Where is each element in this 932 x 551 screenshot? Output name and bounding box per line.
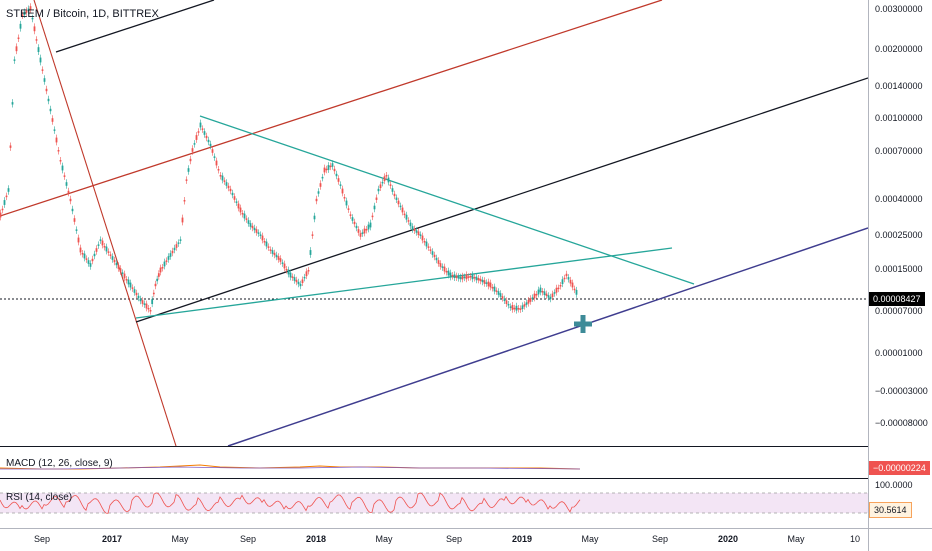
price-tick: 0.00001000 — [875, 348, 923, 358]
time-tick: May — [787, 534, 805, 544]
rsi-pane[interactable] — [0, 492, 868, 514]
rsi-label[interactable]: RSI (14, close) — [6, 492, 73, 503]
price-tick: 0.00007000 — [875, 306, 923, 316]
time-tick: 2020 — [717, 534, 739, 544]
price-tick: 0.00300000 — [875, 4, 923, 14]
time-tick: May — [375, 534, 393, 544]
channel-navy-lower[interactable] — [227, 227, 868, 447]
price-tick: 0.00070000 — [875, 146, 923, 156]
scale-corner[interactable] — [868, 528, 932, 551]
channel-black-lower[interactable] — [135, 77, 868, 323]
trendline-black-top[interactable] — [55, 0, 215, 53]
current-price-badge: 0.00008427 — [869, 292, 925, 306]
price-tick: 0.00140000 — [875, 81, 923, 91]
time-tick: Sep — [33, 534, 51, 544]
time-tick: 2019 — [511, 534, 533, 544]
triangle-teal-lower[interactable] — [135, 247, 673, 319]
macd-value-badge: −0.00000224 — [869, 461, 930, 475]
price-tick: 0.00015000 — [875, 264, 923, 274]
macd-pane[interactable] — [0, 464, 581, 470]
time-tick: 10 — [849, 534, 861, 544]
price-tick: −0.00008000 — [875, 418, 928, 428]
macd-label[interactable]: MACD (12, 26, close, 9) — [6, 458, 113, 469]
rsi-value-badge: 30.5614 — [869, 502, 912, 518]
price-tick: −0.00003000 — [875, 386, 928, 396]
time-tick: 2018 — [305, 534, 327, 544]
price-scale[interactable]: 0.00300000 0.00200000 0.00140000 0.00100… — [868, 0, 932, 528]
time-tick: 2017 — [101, 534, 123, 544]
main-chart[interactable] — [0, 0, 868, 528]
rsi-band — [0, 493, 868, 513]
pane-separator-macd[interactable] — [0, 446, 932, 447]
time-tick: May — [171, 534, 189, 544]
price-tick: 0.00200000 — [875, 44, 923, 54]
triangle-teal-upper[interactable] — [199, 115, 695, 285]
pane-separator-rsi[interactable] — [0, 478, 932, 479]
time-tick: May — [581, 534, 599, 544]
channel-red-upper[interactable] — [0, 0, 663, 217]
time-tick: Sep — [445, 534, 463, 544]
symbol-title[interactable]: STEEM / Bitcoin, 1D, BITTREX — [6, 8, 159, 20]
candlestick-series — [0, 3, 578, 315]
price-tick: 0.00040000 — [875, 194, 923, 204]
time-tick: Sep — [651, 534, 669, 544]
rsi-line — [0, 492, 581, 514]
price-tick: 0.00025000 — [875, 230, 923, 240]
trendline-red-descending[interactable] — [33, 0, 177, 447]
plus-marker-icon[interactable] — [574, 315, 592, 333]
time-scale[interactable]: Sep 2017 May Sep 2018 May Sep 2019 May S… — [0, 528, 868, 551]
rsi-upper-tick: 100.0000 — [875, 480, 913, 490]
time-tick: Sep — [239, 534, 257, 544]
price-tick: 0.00100000 — [875, 113, 923, 123]
